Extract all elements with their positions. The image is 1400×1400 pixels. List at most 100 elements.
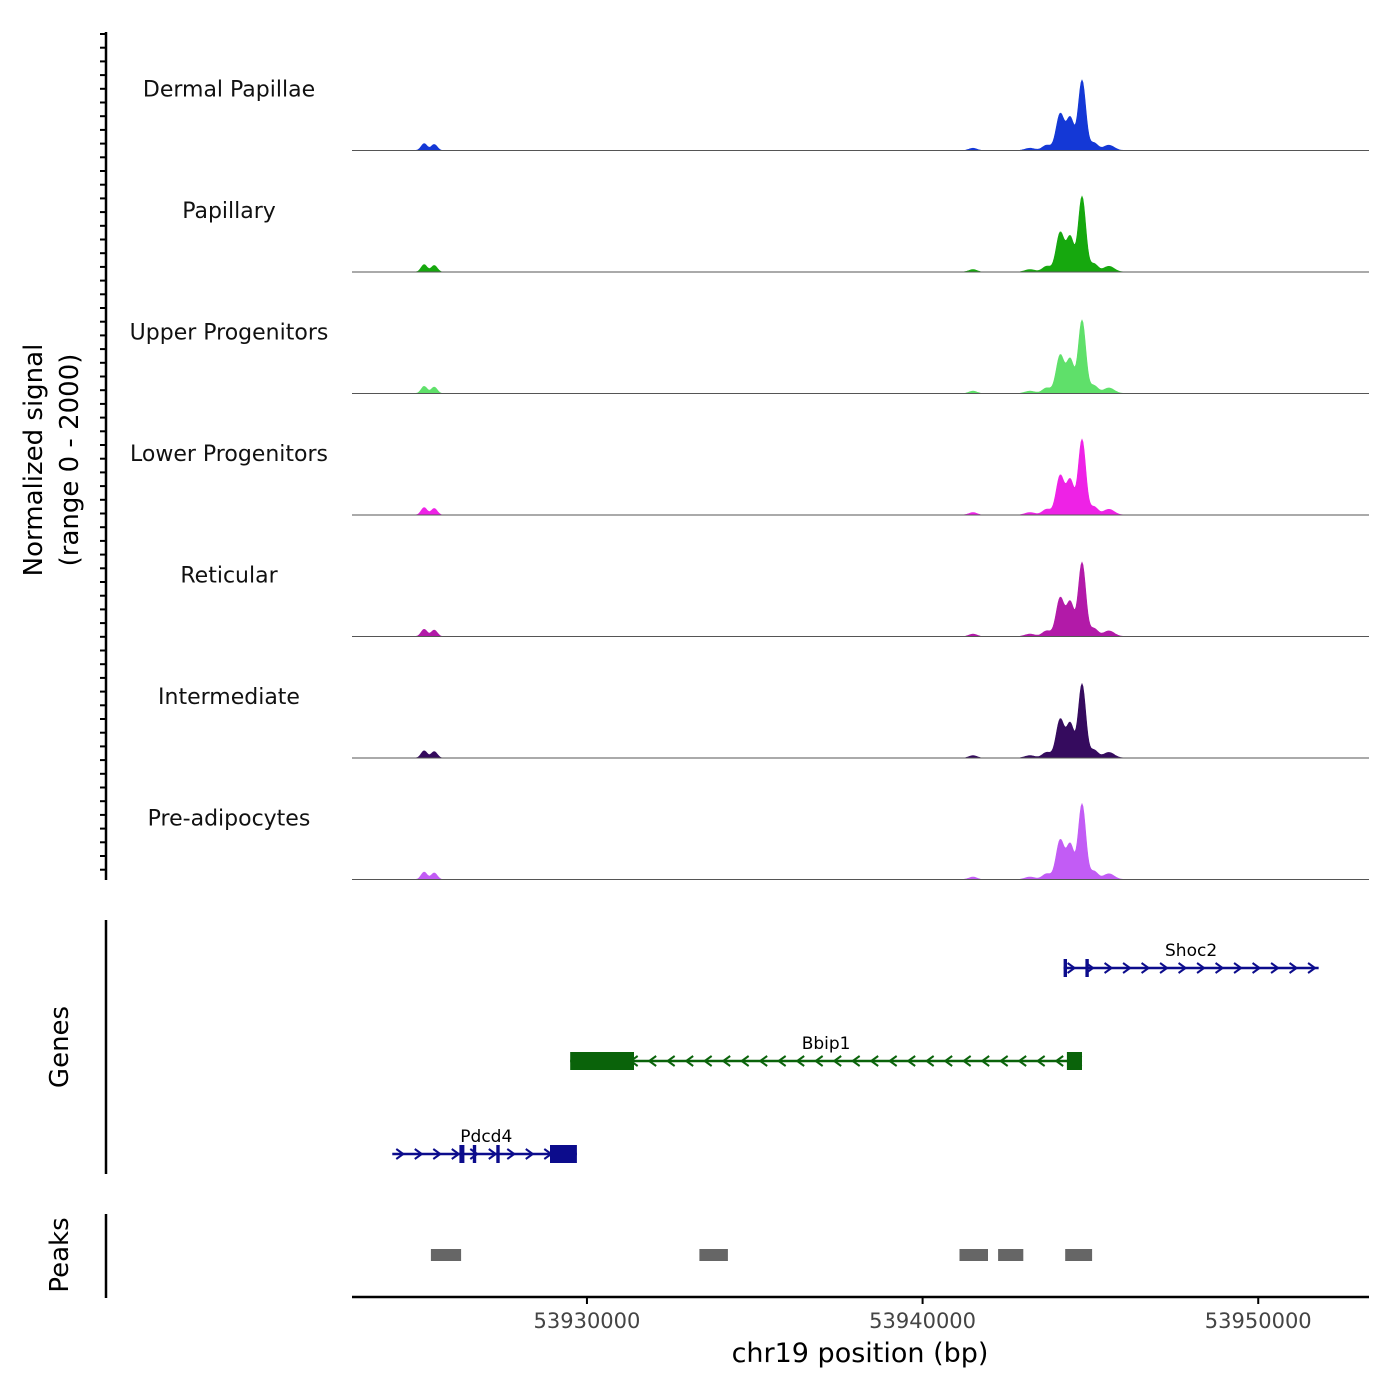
x-axis-title: chr19 position (bp) (732, 1338, 989, 1369)
track-label: Dermal Papillae (143, 78, 315, 103)
track-pre-adipocytes: Pre-adipocytes (148, 802, 1369, 880)
strand-arrow (850, 1055, 861, 1067)
signal-area (352, 682, 1369, 759)
track-label: Reticular (180, 564, 278, 589)
y-axis-title-line2: (range 0 - 2000) (55, 354, 85, 567)
strand-arrow (1307, 962, 1317, 974)
track-label: Intermediate (158, 685, 300, 710)
strand-arrow (1017, 1055, 1027, 1067)
strand-arrow (451, 1148, 461, 1160)
strand-arrow (506, 1148, 516, 1160)
gene-exon (496, 1145, 500, 1163)
gene-exon (472, 1145, 477, 1163)
strand-arrow (469, 1148, 479, 1160)
signal-area (352, 319, 1369, 394)
strand-arrow (1270, 962, 1280, 974)
signal-area (352, 79, 1369, 151)
strand-arrow (702, 1055, 713, 1067)
strand-arrow (1122, 962, 1132, 974)
track-dermal-papillae: Dermal Papillae (143, 78, 1369, 151)
strand-arrow (488, 1148, 498, 1160)
strand-arrow (832, 1055, 842, 1067)
track-papillary: Papillary (182, 195, 1369, 273)
strand-arrow (961, 1055, 972, 1067)
y-axis-title: Normalized signal (range 0 - 2000) (19, 344, 85, 577)
strand-arrow (1140, 962, 1151, 974)
track-label: Lower Progenitors (130, 442, 328, 467)
strand-arrow (943, 1055, 953, 1067)
strand-arrow (980, 1055, 990, 1067)
x-axis-ticks: 53930000 53940000 53950000 (534, 1297, 1312, 1333)
strand-arrow (739, 1055, 750, 1067)
track-upper-progenitors: Upper Progenitors (130, 319, 1369, 394)
strand-arrow (1177, 962, 1188, 974)
x-tick-label: 53940000 (869, 1309, 976, 1333)
peak-region (699, 1249, 728, 1261)
strand-arrow (906, 1055, 916, 1067)
coverage-tracks: Dermal Papillae Papillary Upper Progenitor… (130, 78, 1369, 880)
gene-name: Shoc2 (1165, 941, 1217, 961)
strand-arrow (1103, 962, 1114, 974)
peak-region (959, 1249, 988, 1261)
peak-region (998, 1249, 1024, 1261)
track-reticular: Reticular (180, 561, 1369, 637)
signal-area (352, 802, 1369, 880)
peak-regions (430, 1249, 1093, 1261)
strand-arrow (1159, 962, 1169, 974)
signal-area (352, 195, 1369, 273)
peak-region (430, 1249, 462, 1261)
strand-arrow (1251, 962, 1262, 974)
signal-area (352, 561, 1369, 637)
strand-arrow (647, 1055, 657, 1067)
strand-arrow (758, 1055, 768, 1067)
strand-arrow (869, 1055, 879, 1067)
gene-exon (570, 1052, 634, 1070)
strand-arrow (432, 1148, 442, 1160)
peak-region (1065, 1249, 1093, 1261)
signal-area (352, 438, 1369, 516)
gene-bbip1: Bbip1 (570, 1034, 1083, 1070)
gene-name: Pdcd4 (460, 1127, 512, 1147)
strand-arrow (1035, 1055, 1046, 1067)
strand-arrow (924, 1055, 935, 1067)
gene-shoc2: Shoc2 (1063, 941, 1319, 977)
gene-annotations: Shoc2 Bbip1 Pdcd4 (392, 941, 1319, 1163)
strand-arrow (1233, 962, 1243, 974)
gene-exon (459, 1145, 465, 1163)
strand-arrow (887, 1055, 898, 1067)
strand-arrow (1054, 1055, 1064, 1067)
strand-arrow (795, 1055, 805, 1067)
strand-arrow (684, 1055, 694, 1067)
gene-pdcd4: Pdcd4 (392, 1127, 577, 1163)
strand-arrow (395, 1148, 405, 1160)
gene-name: Bbip1 (802, 1034, 851, 1054)
x-tick-label: 53950000 (1205, 1309, 1312, 1333)
strand-arrow (998, 1055, 1009, 1067)
gene-exon (1063, 959, 1067, 977)
strand-arrow (665, 1055, 676, 1067)
strand-arrow (414, 1148, 424, 1160)
gene-exon (550, 1145, 577, 1163)
strand-arrow (1196, 962, 1206, 974)
strand-arrow (525, 1148, 535, 1160)
strand-arrow (1214, 962, 1225, 974)
coverage-y-ticks (100, 33, 106, 871)
strand-arrow (776, 1055, 787, 1067)
gene-exon (1066, 1052, 1082, 1070)
peaks-panel-title: Peaks (45, 1217, 75, 1292)
y-axis-title-line1: Normalized signal (19, 344, 49, 577)
gene-exon (1085, 959, 1089, 977)
genes-panel-title: Genes (45, 1006, 75, 1088)
track-label: Pre-adipocytes (148, 807, 311, 832)
track-label: Upper Progenitors (130, 321, 329, 346)
strand-arrow (721, 1055, 731, 1067)
track-label: Papillary (182, 199, 276, 224)
strand-arrow (1066, 962, 1077, 974)
x-tick-label: 53930000 (534, 1309, 641, 1333)
strand-arrow (813, 1055, 824, 1067)
track-lower-progenitors: Lower Progenitors (130, 438, 1369, 516)
strand-arrow (1288, 962, 1299, 974)
track-intermediate: Intermediate (158, 682, 1369, 759)
